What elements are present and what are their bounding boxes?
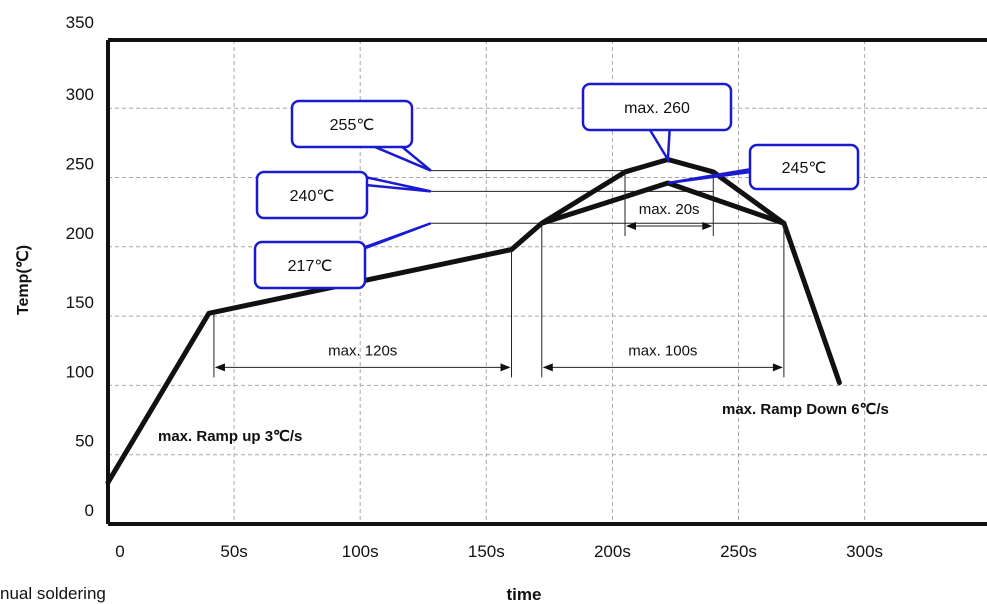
duration-label: max. 120s bbox=[328, 342, 397, 359]
callout-box bbox=[253, 240, 367, 290]
arrow-head-right bbox=[702, 222, 713, 231]
x-tick-label: 200s bbox=[594, 542, 631, 561]
duration-markers: max. 120s max. 100s max. 20s bbox=[213, 171, 785, 378]
y-tick-label: 250 bbox=[66, 155, 94, 174]
tick-labels: 0 50 100 150 200 250 300 350 0 50s 100s 150s 200s 250… bbox=[66, 13, 883, 561]
arrow-head-right bbox=[500, 363, 511, 372]
y-tick-label: 150 bbox=[66, 293, 94, 312]
duration-label: max. 20s bbox=[639, 201, 700, 218]
x-axis-label: time bbox=[507, 585, 542, 604]
arrow-head-left bbox=[626, 222, 637, 231]
ramp-up-annotation: max. Ramp up 3℃/s bbox=[158, 428, 302, 445]
callout-label: 240℃ bbox=[290, 188, 335, 205]
x-tick-label: 250s bbox=[720, 542, 757, 561]
x-tick-label: 0 bbox=[115, 542, 124, 561]
callouts: 255℃ 240℃ 217℃ max. 260 245℃ bbox=[253, 82, 860, 290]
x-tick-label: 150s bbox=[468, 542, 505, 561]
callout-label: max. 260 bbox=[624, 100, 690, 117]
ramp-down-annotation: max. Ramp Down 6℃/s bbox=[722, 401, 889, 418]
figure-caption: nual soldering bbox=[0, 584, 106, 603]
duration-label: max. 100s bbox=[628, 342, 697, 359]
y-tick-label: 350 bbox=[66, 13, 94, 32]
y-tick-label: 50 bbox=[75, 432, 94, 451]
arrow-head-left bbox=[214, 363, 225, 372]
y-tick-label: 100 bbox=[66, 362, 94, 381]
arrow-head-left bbox=[542, 363, 553, 372]
callout-label: 255℃ bbox=[330, 117, 375, 134]
x-tick-label: 100s bbox=[342, 542, 379, 561]
callout-box bbox=[748, 143, 860, 191]
y-axis-label: Temp(℃) bbox=[15, 245, 32, 315]
reference-lines bbox=[430, 170, 784, 224]
callout-label: 245℃ bbox=[782, 160, 827, 177]
y-tick-label: 300 bbox=[66, 85, 94, 104]
axes bbox=[106, 38, 987, 526]
grid-lines bbox=[108, 40, 987, 524]
x-tick-label: 300s bbox=[846, 542, 883, 561]
arrow-head-right bbox=[772, 363, 783, 372]
y-tick-label: 0 bbox=[85, 501, 94, 520]
x-tick-label: 50s bbox=[220, 542, 247, 561]
callout-label: 217℃ bbox=[288, 258, 333, 275]
y-tick-label: 200 bbox=[66, 224, 94, 243]
callout-box bbox=[255, 170, 369, 220]
callout-box bbox=[290, 99, 414, 149]
callout-box bbox=[581, 82, 733, 132]
